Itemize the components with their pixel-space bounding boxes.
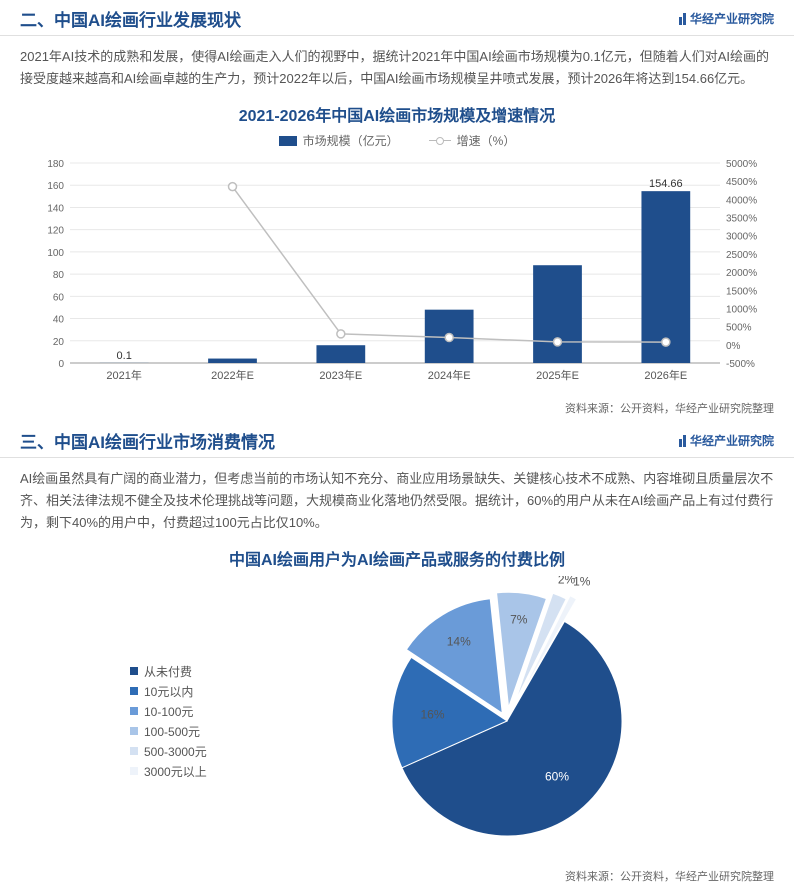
pie-legend-label: 500-3000元 (144, 743, 207, 760)
svg-text:160: 160 (47, 181, 64, 192)
svg-text:2025年E: 2025年E (536, 368, 579, 382)
svg-text:14%: 14% (446, 635, 470, 649)
brand-text-1: 华经产业研究院 (690, 10, 774, 27)
svg-text:2024年E: 2024年E (428, 368, 471, 382)
legend-bar-swatch (279, 136, 297, 146)
pie-legend-label: 从未付费 (144, 663, 192, 680)
svg-text:1%: 1% (573, 576, 591, 588)
pie-legend-label: 10-100元 (144, 703, 193, 720)
brand-2: 华经产业研究院 (679, 432, 774, 449)
svg-text:2023年E: 2023年E (319, 368, 362, 382)
svg-text:60: 60 (53, 293, 65, 304)
svg-text:0: 0 (58, 359, 64, 370)
legend-line-swatch (429, 140, 451, 141)
pie-legend-swatch (130, 747, 138, 755)
svg-text:5000%: 5000% (726, 159, 757, 170)
brand-icon (679, 13, 686, 25)
section1-title: 二、中国AI绘画行业发展现状 (20, 6, 241, 31)
pie-legend-item: 100-500元 (130, 723, 207, 740)
pie-legend-swatch (130, 667, 138, 675)
svg-text:40: 40 (53, 315, 65, 326)
svg-text:3500%: 3500% (726, 214, 757, 225)
svg-text:2026年E: 2026年E (644, 368, 687, 382)
svg-text:80: 80 (53, 270, 65, 281)
brand-1: 华经产业研究院 (679, 10, 774, 27)
chart1-title: 2021-2026年中国AI绘画市场规模及增速情况 (0, 102, 794, 126)
chart2-title: 中国AI绘画用户为AI绘画产品或服务的付费比例 (0, 546, 794, 570)
svg-text:0%: 0% (726, 341, 741, 352)
section1-header: 二、中国AI绘画行业发展现状 华经产业研究院 (0, 0, 794, 36)
pie-legend-swatch (130, 707, 138, 715)
svg-text:3000%: 3000% (726, 232, 757, 243)
pie-legend-swatch (130, 727, 138, 735)
svg-text:100: 100 (47, 248, 64, 259)
svg-text:120: 120 (47, 226, 64, 237)
svg-text:2021年: 2021年 (106, 368, 141, 382)
pie-legend-item: 10-100元 (130, 703, 207, 720)
source-2: 资料来源：公开资料，华经产业研究院整理 (0, 866, 794, 890)
pie-legend-label: 10元以内 (144, 683, 193, 700)
pie-legend: 从未付费 10元以内 10-100元 100-500元 500-3000元 3000元以上 (130, 660, 207, 783)
brand-text-2: 华经产业研究院 (690, 432, 774, 449)
brand-icon-2 (679, 435, 686, 447)
legend-bar-label: 市场规模（亿元） (303, 132, 399, 149)
svg-text:60%: 60% (545, 770, 569, 784)
legend-line-label: 增速（%） (457, 132, 516, 149)
section2-title: 三、中国AI绘画行业市场消费情况 (20, 428, 275, 453)
svg-text:4500%: 4500% (726, 177, 757, 188)
svg-text:2500%: 2500% (726, 250, 757, 261)
legend-line: 增速（%） (429, 132, 516, 149)
section2-header: 三、中国AI绘画行业市场消费情况 华经产业研究院 (0, 422, 794, 458)
pie-legend-item: 从未付费 (130, 663, 207, 680)
pie-legend-item: 3000元以上 (130, 763, 207, 780)
svg-text:4000%: 4000% (726, 196, 757, 207)
svg-text:140: 140 (47, 204, 64, 215)
bar-line-chart: 0 20 40 60 80 100 120 140 160 180 -500% 0% 500% 1000%… (0, 153, 794, 393)
section2-paragraph: AI绘画虽然具有广阔的商业潜力，但考虑当前的市场认知不充分、商业应用场景缺失、关… (0, 458, 794, 542)
pie-legend-label: 100-500元 (144, 723, 200, 740)
source-1: 资料来源：公开资料，华经产业研究院整理 (0, 398, 794, 422)
pie-chart: 60%16%14%7%2%1% (207, 576, 707, 866)
svg-text:20: 20 (53, 337, 65, 348)
svg-text:0.1: 0.1 (117, 350, 132, 362)
svg-text:16%: 16% (420, 708, 444, 722)
pie-legend-item: 10元以内 (130, 683, 207, 700)
svg-text:-500%: -500% (726, 359, 755, 370)
svg-text:500%: 500% (726, 323, 752, 334)
svg-text:2000%: 2000% (726, 268, 757, 279)
pie-legend-label: 3000元以上 (144, 763, 207, 780)
svg-text:154.66: 154.66 (649, 178, 683, 190)
pie-legend-item: 500-3000元 (130, 743, 207, 760)
svg-text:2022年E: 2022年E (211, 368, 254, 382)
pie-container: 从未付费 10元以内 10-100元 100-500元 500-3000元 3000元以上… (0, 576, 794, 866)
chart1-legend: 市场规模（亿元） 增速（%） (0, 132, 794, 149)
pie-legend-swatch (130, 687, 138, 695)
svg-text:1000%: 1000% (726, 305, 757, 316)
svg-text:7%: 7% (510, 613, 528, 627)
svg-text:1500%: 1500% (726, 286, 757, 297)
pie-legend-swatch (130, 767, 138, 775)
svg-text:180: 180 (47, 159, 64, 170)
legend-bar: 市场规模（亿元） (279, 132, 399, 149)
section1-paragraph: 2021年AI技术的成熟和发展，使得AI绘画走入人们的视野中，据统计2021年中… (0, 36, 794, 98)
